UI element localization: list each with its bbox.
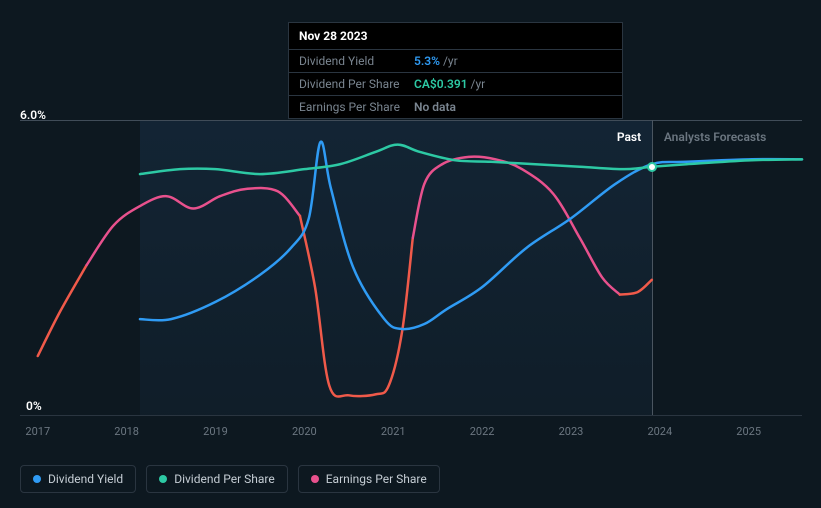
x-axis-tick: 2020 [292,425,317,438]
tooltip-date: Nov 28 2023 [289,23,622,50]
x-axis-tick: 2021 [381,425,406,438]
x-axis-tick: 2018 [114,425,139,438]
tooltip-suffix: /yr [471,77,486,91]
tooltip-row-eps: Earnings Per Share No data [289,96,622,118]
tooltip-label: Dividend Per Share [299,77,414,91]
dividend-chart: 6.0% 0% Past Analysts Forecasts 20172018… [0,0,821,508]
legend-label: Earnings Per Share [326,472,427,486]
legend-dot-icon [159,475,167,483]
chart-tooltip: Nov 28 2023 Dividend Yield 5.3% /yr Divi… [288,22,623,119]
x-axis-tick: 2024 [647,425,672,438]
tooltip-row-dps: Dividend Per Share CA$0.391 /yr [289,73,622,96]
x-axis-tick: 2019 [203,425,228,438]
tooltip-suffix: /yr [443,54,458,68]
legend-dot-icon [33,475,41,483]
tooltip-row-yield: Dividend Yield 5.3% /yr [289,50,622,73]
chart-legend: Dividend Yield Dividend Per Share Earnin… [20,465,440,493]
tooltip-value: No data [414,100,456,114]
tooltip-value: CA$0.391 [414,77,468,91]
legend-label: Dividend Yield [48,472,123,486]
legend-item-yield[interactable]: Dividend Yield [20,465,136,493]
legend-item-eps[interactable]: Earnings Per Share [298,465,440,493]
tooltip-label: Earnings Per Share [299,100,414,114]
chart-lines-svg [20,120,802,415]
x-axis-tick: 2017 [25,425,50,438]
legend-item-dps[interactable]: Dividend Per Share [146,465,288,493]
x-axis-tick: 2022 [470,425,495,438]
now-marker-dot [647,162,657,172]
tooltip-value: 5.3% [414,54,440,68]
tooltip-label: Dividend Yield [299,54,414,68]
legend-label: Dividend Per Share [174,472,275,486]
x-axis-tick: 2023 [559,425,584,438]
x-axis: 2017 2018 2019 2020 2021 2022 2023 2024 2025 [20,425,802,445]
x-axis-tick: 2025 [736,425,761,438]
gridline-bottom [20,415,802,416]
legend-dot-icon [311,475,319,483]
